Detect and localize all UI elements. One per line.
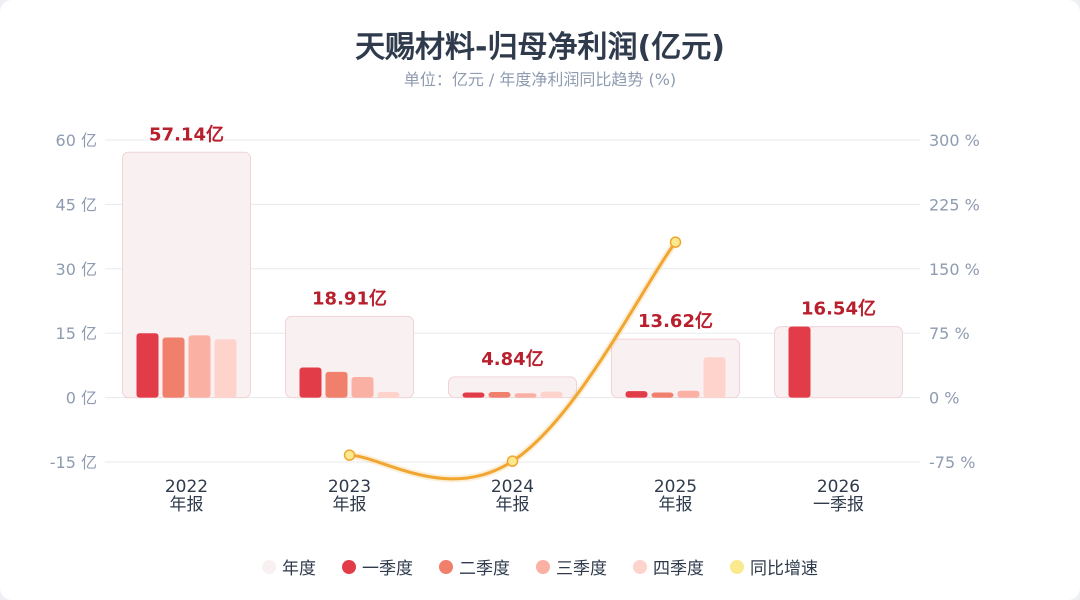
bar-quarter — [351, 376, 374, 398]
bar-quarter — [514, 393, 537, 398]
total-label: 57.14亿 — [149, 123, 224, 145]
category-period-label: 年报 — [333, 495, 367, 515]
yoy-point — [506, 455, 519, 467]
legend-label-annual: 年度 — [282, 559, 316, 579]
bar-quarter — [325, 371, 348, 398]
legend-dot-yoy — [730, 559, 744, 574]
category-period-label: 年报 — [170, 495, 204, 515]
category-year-label: 2025 — [654, 477, 697, 497]
total-label: 13.62亿 — [638, 310, 713, 332]
right-tick-label: 225 % — [929, 195, 980, 214]
legend-dot-q3 — [536, 559, 550, 574]
bar-quarter — [651, 392, 674, 398]
category-year-label: 2024 — [491, 477, 534, 497]
yoy-line — [348, 240, 677, 481]
total-label: 4.84亿 — [481, 348, 543, 370]
left-tick-label: 30 亿 — [56, 260, 97, 279]
bar-quarter — [136, 333, 159, 398]
bar-quarter — [377, 392, 400, 398]
left-tick-label: 45 亿 — [56, 195, 97, 214]
legend-dot-q1 — [342, 559, 356, 574]
legend-item-q1[interactable]: 一季度 — [342, 554, 413, 579]
legend-label-q2: 二季度 — [459, 559, 510, 579]
chart-subtitle: 单位：亿元 / 年度净利润同比趋势 (%) — [403, 70, 677, 89]
bar-quarter — [488, 392, 511, 398]
bar-quarter — [188, 335, 211, 398]
legend-item-q4[interactable]: 四季度 — [633, 554, 704, 579]
right-tick-label: 0 % — [929, 389, 959, 408]
category-year-label: 2026 — [817, 477, 860, 497]
bar-quarter — [677, 390, 700, 398]
chart-title: 天赐材料-归母净利润(亿元) — [355, 30, 725, 65]
bar-quarter — [299, 367, 322, 398]
right-tick-label: 150 % — [929, 260, 980, 279]
category-period-label: 年报 — [659, 495, 693, 515]
left-tick-label: 60 亿 — [56, 131, 97, 150]
legend-item-q3[interactable]: 三季度 — [536, 554, 607, 579]
legend-item-annual[interactable]: 年度 — [262, 554, 316, 579]
left-tick-label: 15 亿 — [56, 324, 97, 343]
bar-quarter — [214, 339, 237, 398]
category-period-label: 一季报 — [813, 495, 864, 515]
yoy-point — [343, 449, 356, 461]
chart-legend: 年度 一季度 二季度 三季度 四季度 同比增速 — [0, 554, 1080, 579]
total-label: 16.54亿 — [801, 298, 876, 320]
legend-label-yoy: 同比增速 — [750, 559, 818, 579]
yoy-point — [669, 236, 682, 248]
bar-quarter — [703, 357, 726, 398]
left-tick-label: 0 亿 — [66, 389, 97, 408]
category-year-label: 2023 — [328, 477, 371, 497]
legend-label-q4: 四季度 — [653, 559, 704, 579]
right-tick-label: 300 % — [929, 131, 980, 150]
right-tick-label: -75 % — [929, 453, 975, 472]
bar-quarter — [788, 326, 811, 398]
legend-dot-q2 — [439, 559, 453, 574]
category-period-label: 年报 — [496, 495, 530, 515]
bar-quarter — [162, 337, 185, 398]
legend-label-q3: 三季度 — [556, 559, 607, 579]
bar-quarter — [540, 391, 563, 398]
legend-label-q1: 一季度 — [362, 559, 413, 579]
left-tick-label: -15 亿 — [50, 453, 97, 472]
legend-dot-q4 — [633, 559, 647, 574]
total-label: 18.91亿 — [312, 287, 387, 309]
bar-quarter — [462, 392, 485, 398]
bar-quarter — [625, 391, 648, 398]
legend-dot-annual — [262, 559, 276, 574]
legend-item-yoy[interactable]: 同比增速 — [730, 554, 818, 579]
legend-item-q2[interactable]: 二季度 — [439, 554, 510, 579]
category-year-label: 2022 — [165, 477, 208, 497]
right-tick-label: 75 % — [929, 324, 970, 343]
